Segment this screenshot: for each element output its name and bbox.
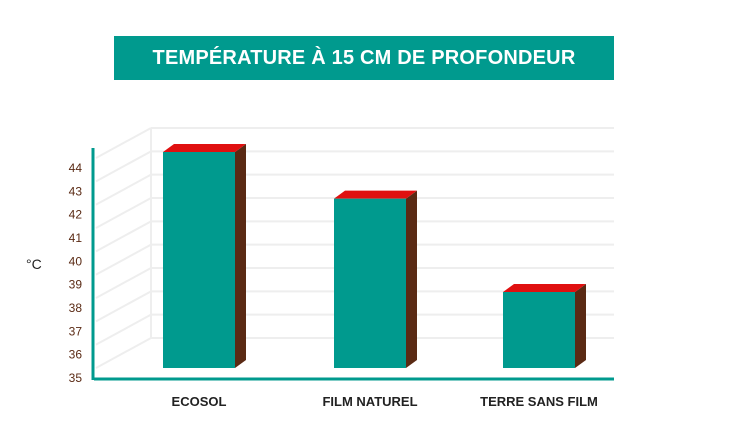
y-tick-label: 44	[69, 161, 83, 175]
bar	[163, 152, 235, 368]
grid-diagonal	[95, 197, 152, 229]
y-tick-label: 37	[69, 324, 83, 338]
chart-title: TEMPÉRATURE À 15 CM DE PROFONDEUR	[152, 46, 576, 69]
grid-diagonal	[95, 127, 152, 159]
grid-diagonal	[95, 220, 152, 253]
bar-top	[163, 144, 246, 152]
y-tick-label: 39	[69, 278, 83, 292]
y-tick-label: 40	[69, 254, 83, 268]
grid-diagonal	[95, 337, 152, 369]
grid-diagonal	[95, 173, 152, 206]
grid-diagonal	[95, 243, 152, 276]
bar-top	[334, 190, 417, 199]
bar-top	[503, 284, 586, 292]
y-tick-label: 36	[69, 348, 83, 362]
x-category-label: TERRE SANS FILM	[480, 394, 598, 409]
grid-diagonal	[95, 150, 152, 183]
grid-diagonal	[95, 267, 152, 299]
chart-title-banner: TEMPÉRATURE À 15 CM DE PROFONDEUR	[114, 36, 614, 80]
bar-side	[235, 144, 246, 368]
x-category-label: FILM NATUREL	[322, 394, 417, 409]
y-tick-label: 43	[69, 184, 83, 198]
x-category-label: ECOSOL	[172, 394, 227, 409]
bar	[503, 292, 575, 368]
y-tick-label: 41	[69, 231, 83, 245]
y-tick-label: 42	[69, 208, 83, 222]
grid-diagonal	[95, 313, 152, 346]
bar-side	[406, 190, 417, 368]
bar-side	[575, 284, 586, 368]
y-tick-label: 38	[69, 301, 83, 315]
y-tick-label: 35	[69, 371, 83, 385]
y-axis-label: °C	[26, 256, 42, 272]
bar	[334, 198, 406, 368]
grid-diagonal	[95, 290, 152, 323]
